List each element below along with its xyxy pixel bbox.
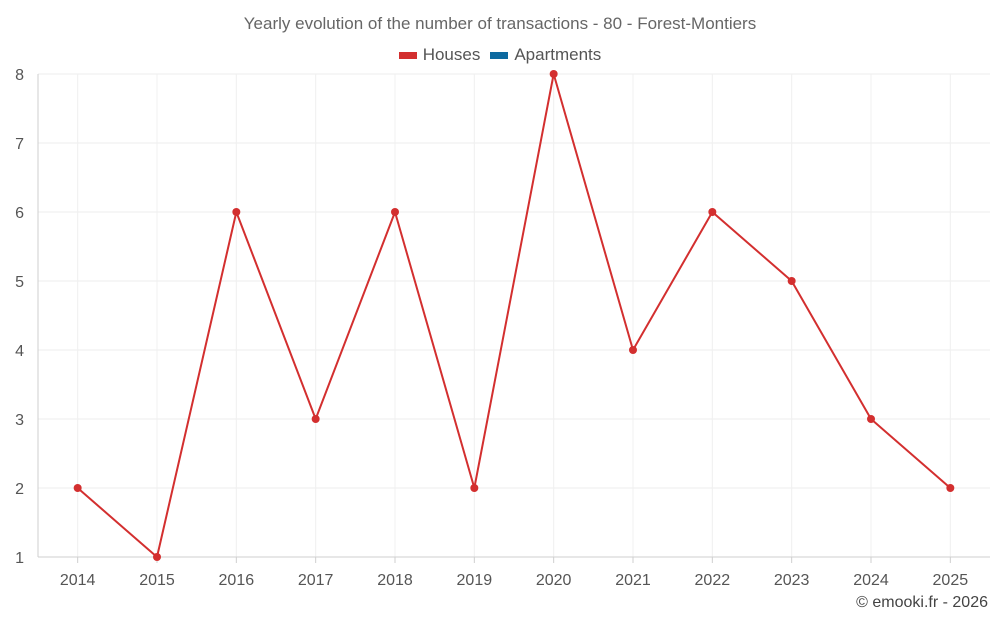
series-line-houses xyxy=(77,73,951,558)
data-point-2022 xyxy=(708,208,717,216)
y-tick-label: 5 xyxy=(15,274,24,291)
legend-swatch-apartments xyxy=(490,51,509,59)
y-tick-label: 2 xyxy=(15,481,24,498)
x-tick-label: 2020 xyxy=(536,572,572,589)
data-point-2014 xyxy=(73,484,82,492)
data-point-2021 xyxy=(629,346,637,354)
x-tick-label: 2017 xyxy=(298,572,334,589)
y-tick-label: 4 xyxy=(15,343,24,360)
y-tick-label: 3 xyxy=(15,412,24,429)
legend-label-apartments: Apartments xyxy=(514,45,602,64)
y-tick-label: 7 xyxy=(15,136,24,153)
x-tick-label: 2021 xyxy=(615,572,651,589)
legend-swatch-houses xyxy=(398,51,417,59)
x-tick-label: 2022 xyxy=(695,572,731,589)
x-tick-label: 2016 xyxy=(219,572,255,589)
x-tick-label: 2015 xyxy=(139,572,175,589)
x-tick-label: 2018 xyxy=(377,572,413,589)
data-point-2018 xyxy=(391,208,399,216)
chart-title: Yearly evolution of the number of transa… xyxy=(243,14,757,33)
data-point-2020 xyxy=(549,70,558,78)
data-point-2017 xyxy=(311,415,320,423)
legend-item-houses[interactable]: Houses xyxy=(398,45,481,65)
data-point-2023 xyxy=(787,277,796,285)
x-tick-label: 2019 xyxy=(457,572,493,589)
legend-label-houses: Houses xyxy=(422,45,481,64)
y-tick-label: 6 xyxy=(15,205,24,222)
x-tick-label: 2025 xyxy=(933,572,969,589)
data-point-2024 xyxy=(867,415,875,423)
legend-item-apartments[interactable]: Apartments xyxy=(490,45,601,65)
y-tick-label: 8 xyxy=(15,67,24,84)
y-tick-label: 1 xyxy=(15,550,24,567)
chart-legend: Houses Apartments xyxy=(0,45,1000,65)
data-point-2025 xyxy=(946,484,955,492)
data-point-2016 xyxy=(232,208,241,216)
credit-text: © emooki.fr - 2026 xyxy=(856,594,988,611)
x-tick-label: 2014 xyxy=(60,572,96,589)
data-point-2019 xyxy=(470,484,479,492)
x-tick-label: 2023 xyxy=(774,572,810,589)
x-tick-label: 2024 xyxy=(853,572,889,589)
data-point-2015 xyxy=(153,553,161,561)
